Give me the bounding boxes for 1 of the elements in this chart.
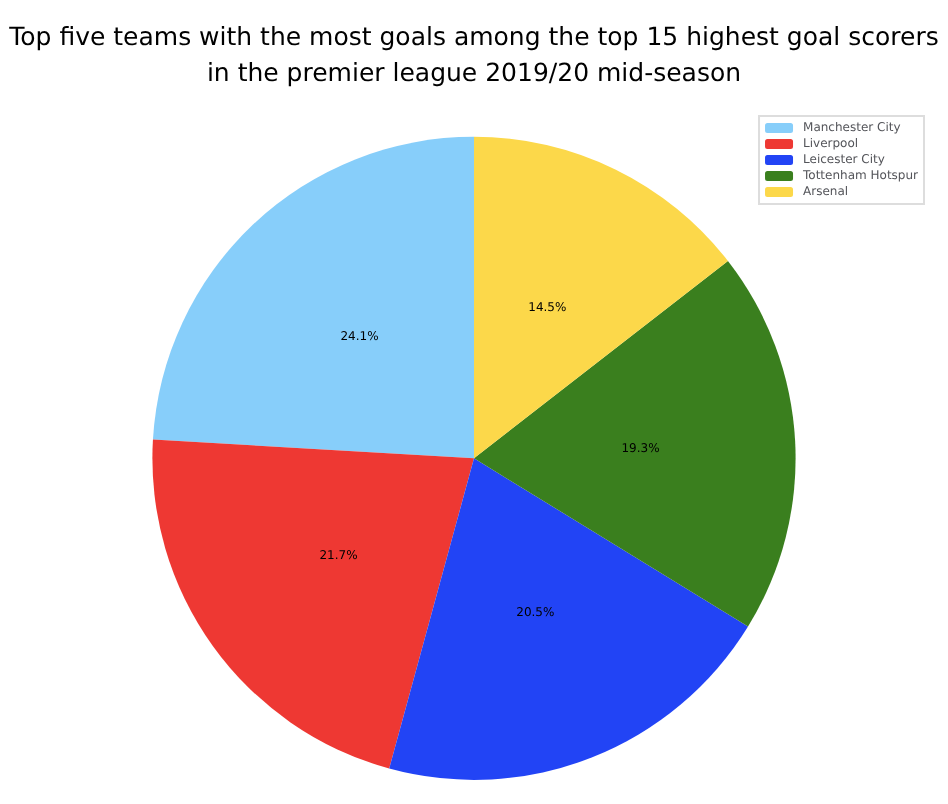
chart-title: Top five teams with the most goals among the top 15 highest goal scorers in the premier league 2019/20 mid-season [7,21,939,87]
